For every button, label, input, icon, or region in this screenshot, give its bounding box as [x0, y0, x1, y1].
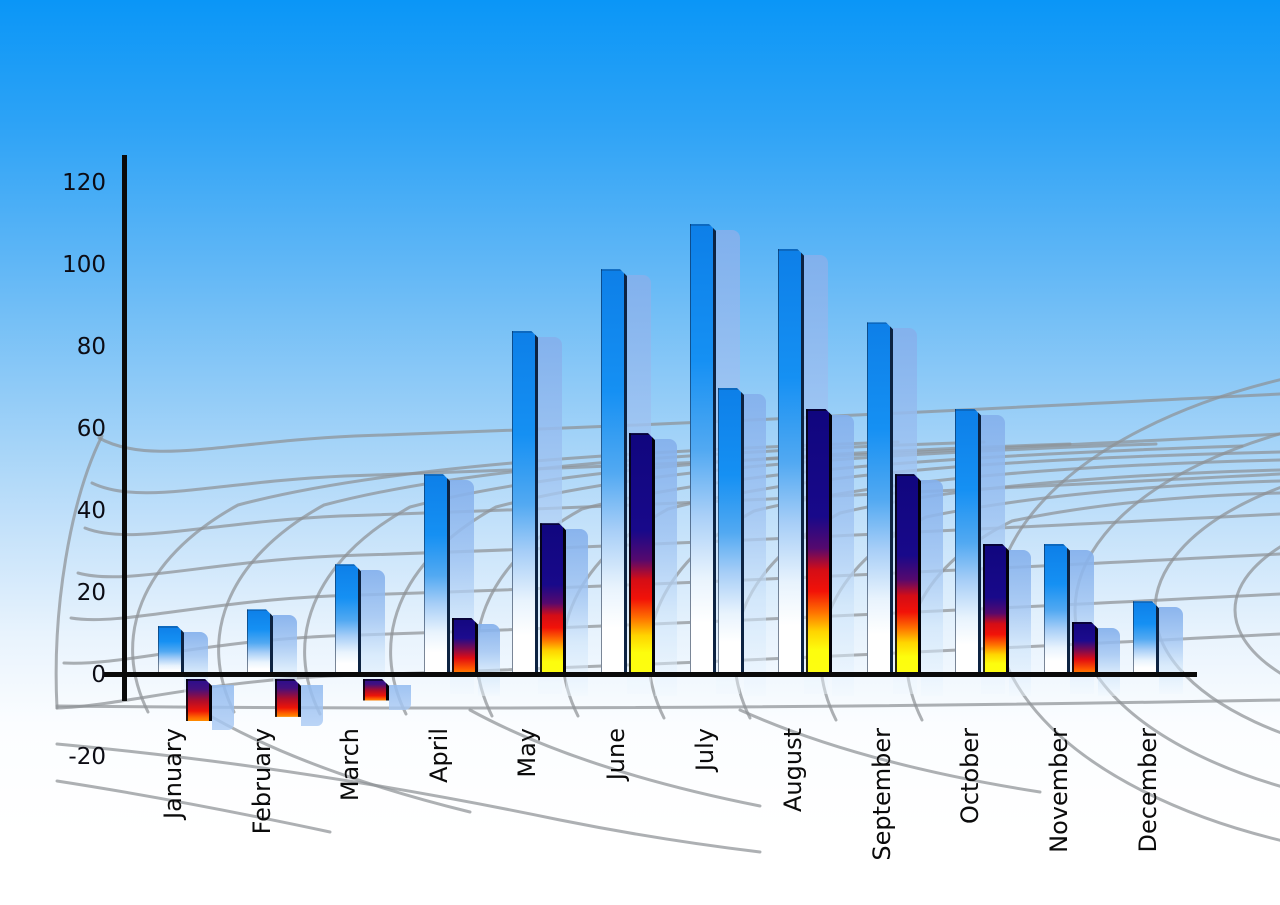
x-label-december: December [1134, 728, 1259, 852]
y-tick-label-20: 20 [76, 580, 106, 606]
x-label-text-october: October [956, 728, 984, 825]
x-label-text-january: January [159, 728, 187, 819]
bar-august-primary [778, 249, 804, 677]
ghost-bar-august-secondary [832, 414, 854, 696]
bar-october-primary [955, 409, 981, 678]
x-label-text-november: November [1045, 728, 1073, 853]
x-label-may: May [513, 728, 564, 778]
x-label-text-august: August [779, 728, 807, 812]
ghost-bar-september-secondary [921, 480, 943, 696]
y-tick-label-0: 0 [91, 662, 106, 688]
x-label-text-march: March [336, 728, 364, 802]
x-label-january: January [159, 728, 251, 819]
ghost-bar-november-secondary [1098, 627, 1120, 696]
bar-april-secondary [452, 618, 478, 677]
bar-march-primary [335, 564, 361, 677]
ghost-bar-february-secondary [301, 685, 323, 726]
bar-july-secondary [718, 388, 744, 677]
bar-february-primary [247, 609, 273, 677]
y-tick-label-40: 40 [76, 498, 106, 524]
y-tick-label-100: 100 [62, 252, 106, 278]
bar-may-primary [512, 331, 538, 677]
bar-january-secondary [186, 679, 212, 721]
x-label-text-december: December [1134, 728, 1162, 853]
y-tick-label--20: -20 [68, 744, 106, 770]
y-tick-label-80: 80 [76, 334, 106, 360]
ghost-bar-october-secondary [1009, 549, 1031, 696]
bar-november-secondary [1072, 622, 1098, 677]
bar-june-primary [601, 269, 627, 677]
ghost-bar-may-secondary [566, 529, 588, 696]
x-label-july: July [691, 728, 735, 771]
ghost-bar-january-secondary [212, 685, 234, 730]
bar-june-secondary [629, 433, 655, 677]
x-label-text-september: September [868, 728, 896, 861]
bar-january-primary [158, 626, 184, 677]
x-label-august: August [779, 728, 864, 812]
x-label-text-april: April [425, 728, 453, 783]
ghost-bar-june-secondary [655, 439, 677, 696]
x-label-march: March [336, 728, 410, 801]
y-tick-label-120: 120 [62, 170, 106, 196]
y-axis-line [122, 155, 127, 701]
x-axis-line [104, 672, 1197, 677]
bar-august-secondary [806, 409, 832, 678]
bar-september-secondary [895, 474, 921, 677]
ghost-bar-december-primary [1159, 607, 1183, 694]
x-label-april: April [425, 728, 481, 783]
bar-february-secondary [275, 679, 301, 717]
y-tick-label-60: 60 [76, 416, 106, 442]
x-label-october: October [956, 728, 1053, 824]
x-label-text-june: June [602, 728, 630, 781]
ghost-bar-july-secondary [744, 394, 766, 696]
ghost-bar-april-secondary [478, 623, 500, 696]
x-label-june: June [602, 728, 655, 780]
bar-november-primary [1044, 544, 1070, 677]
bar-march-secondary [363, 679, 389, 701]
ghost-bar-march-secondary [389, 685, 411, 710]
x-label-text-july: July [691, 728, 719, 772]
bar-september-primary [867, 322, 893, 677]
x-label-text-may: May [513, 728, 541, 778]
bar-may-secondary [540, 523, 566, 677]
bar-october-secondary [983, 544, 1009, 677]
bar-april-primary [424, 474, 450, 677]
x-label-text-february: February [248, 728, 276, 835]
bar-july-primary [690, 224, 716, 677]
bar-december-primary [1133, 601, 1159, 677]
